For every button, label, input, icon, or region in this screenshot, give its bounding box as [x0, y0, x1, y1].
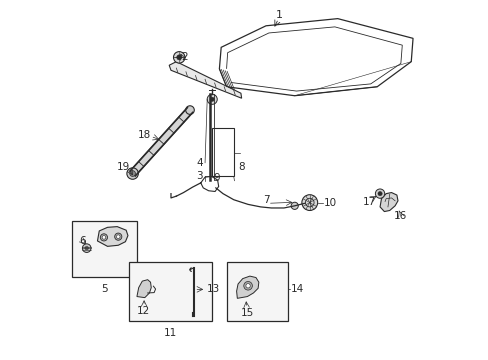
Text: 10: 10 — [323, 198, 336, 208]
Circle shape — [375, 189, 384, 198]
Text: 5: 5 — [101, 284, 108, 294]
Bar — [227, 262, 287, 320]
Text: 11: 11 — [163, 328, 177, 338]
Polygon shape — [137, 280, 151, 298]
Circle shape — [115, 233, 122, 240]
Circle shape — [82, 244, 91, 252]
Text: 15: 15 — [240, 309, 253, 318]
Text: 19: 19 — [117, 162, 130, 172]
Polygon shape — [130, 108, 192, 176]
Circle shape — [245, 284, 250, 288]
Circle shape — [290, 202, 298, 210]
Circle shape — [85, 246, 88, 250]
Circle shape — [173, 51, 184, 63]
Circle shape — [129, 171, 135, 176]
Text: 18: 18 — [138, 130, 151, 140]
Text: 7: 7 — [263, 195, 269, 206]
Text: 4: 4 — [196, 158, 203, 168]
Circle shape — [377, 192, 382, 196]
Text: 16: 16 — [393, 211, 407, 221]
Circle shape — [210, 97, 214, 102]
Circle shape — [207, 94, 217, 104]
Bar — [129, 262, 212, 320]
Bar — [72, 221, 137, 277]
Circle shape — [116, 235, 120, 238]
Text: 3: 3 — [196, 171, 202, 181]
Text: 8: 8 — [238, 162, 245, 172]
Text: 6: 6 — [79, 236, 85, 246]
Circle shape — [176, 55, 182, 60]
Polygon shape — [236, 276, 258, 298]
Text: 12: 12 — [137, 306, 150, 316]
Circle shape — [244, 282, 252, 290]
Circle shape — [100, 234, 107, 241]
Circle shape — [102, 235, 105, 239]
Circle shape — [185, 106, 194, 114]
Polygon shape — [379, 193, 397, 212]
Text: 17: 17 — [362, 197, 375, 207]
Circle shape — [126, 168, 138, 179]
Polygon shape — [97, 226, 128, 246]
Text: 9: 9 — [213, 173, 220, 183]
Text: 14: 14 — [290, 284, 304, 294]
Circle shape — [301, 195, 317, 211]
Text: 1: 1 — [276, 10, 283, 20]
Polygon shape — [169, 62, 241, 98]
Bar — [211, 128, 233, 176]
Text: 13: 13 — [206, 284, 220, 294]
Text: 2: 2 — [181, 52, 187, 62]
